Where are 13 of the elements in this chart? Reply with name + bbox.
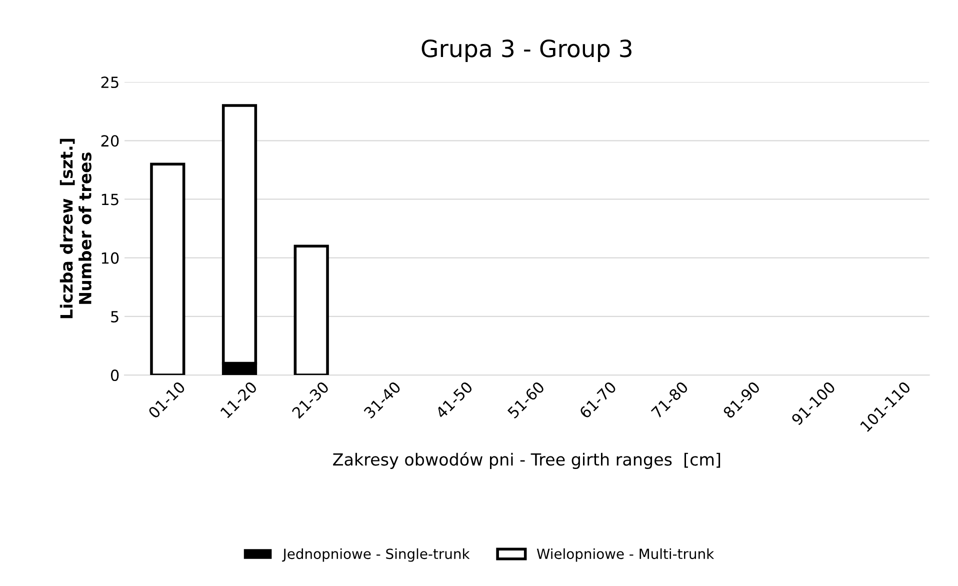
legend-label: Wielopniowe - Multi-trunk	[536, 548, 714, 562]
y-tick-label: 25	[101, 76, 118, 88]
y-axis-title: Liczba drzew [szt.] Number of trees	[60, 138, 92, 318]
chart-title: Grupa 3 - Group 3	[422, 40, 632, 62]
x-axis-title: Zakresy obwodów pni - Tree girth ranges [cm]	[333, 452, 720, 469]
y-tick-label: 5	[111, 311, 118, 322]
y-tick-label: 20	[101, 135, 119, 147]
bar	[294, 244, 329, 376]
legend-label: Jednopniowe - Single-trunk	[282, 548, 470, 562]
y-tick-label: 15	[102, 194, 118, 206]
y-tick-label: 10	[102, 252, 119, 264]
bar	[150, 162, 186, 376]
y-tick-label: 0	[110, 370, 119, 382]
